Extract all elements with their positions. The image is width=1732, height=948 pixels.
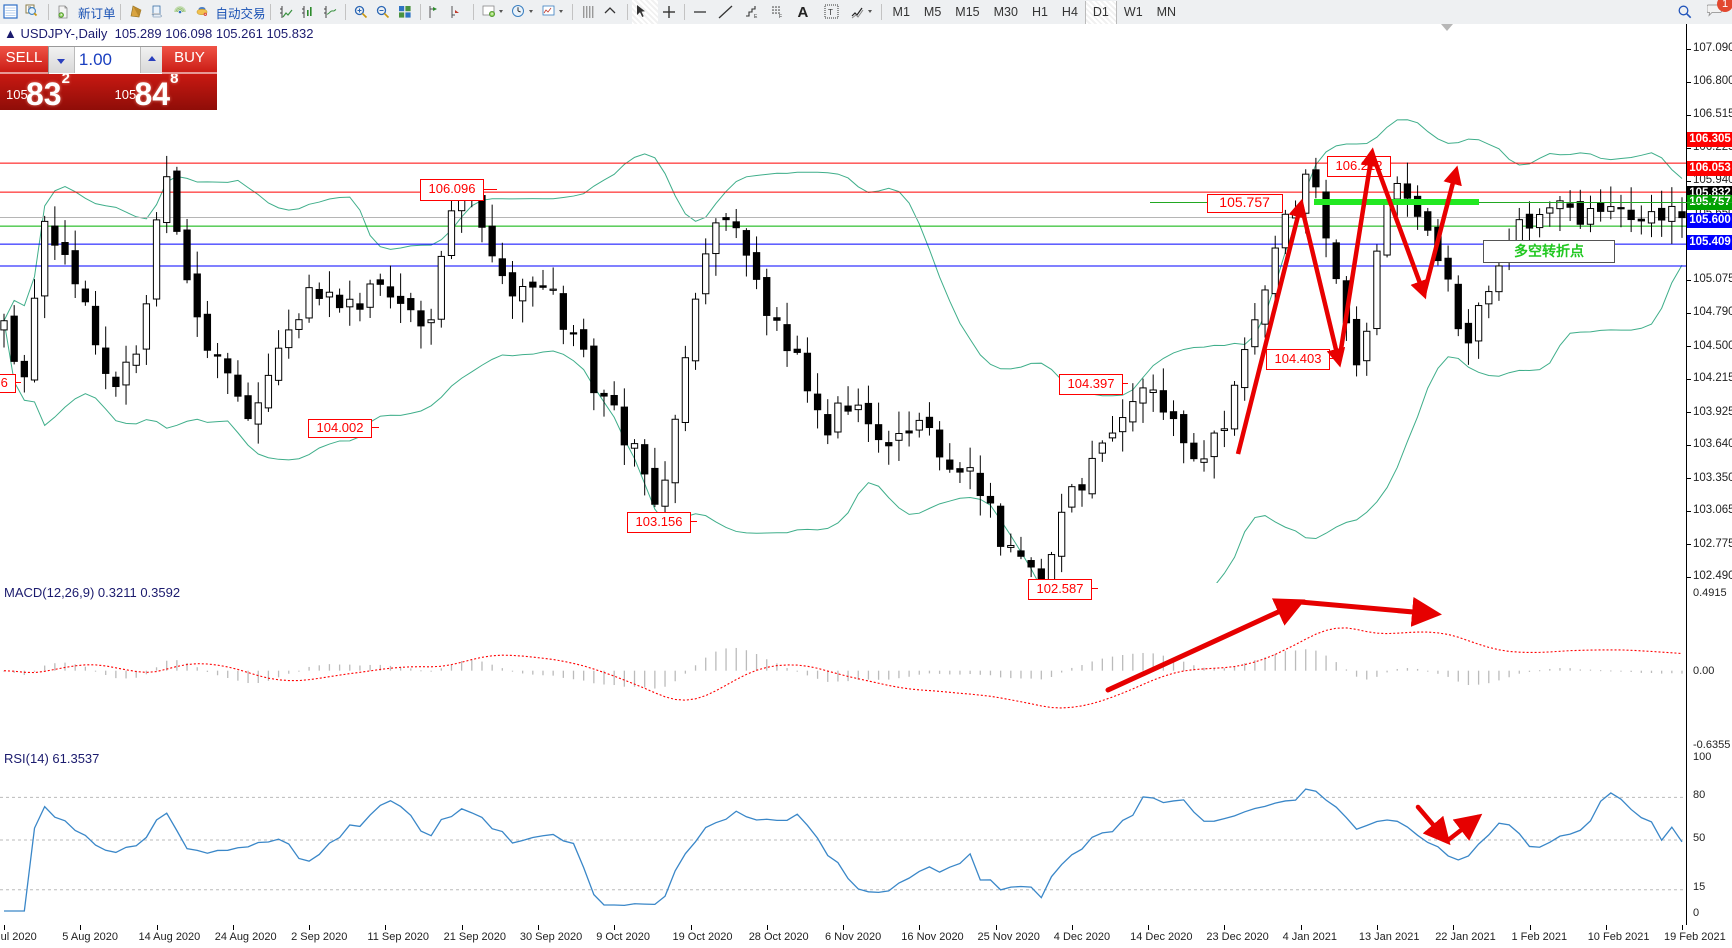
svg-text:T: T (828, 8, 833, 17)
svg-text:F: F (779, 14, 782, 20)
svg-text:E: E (754, 14, 758, 20)
